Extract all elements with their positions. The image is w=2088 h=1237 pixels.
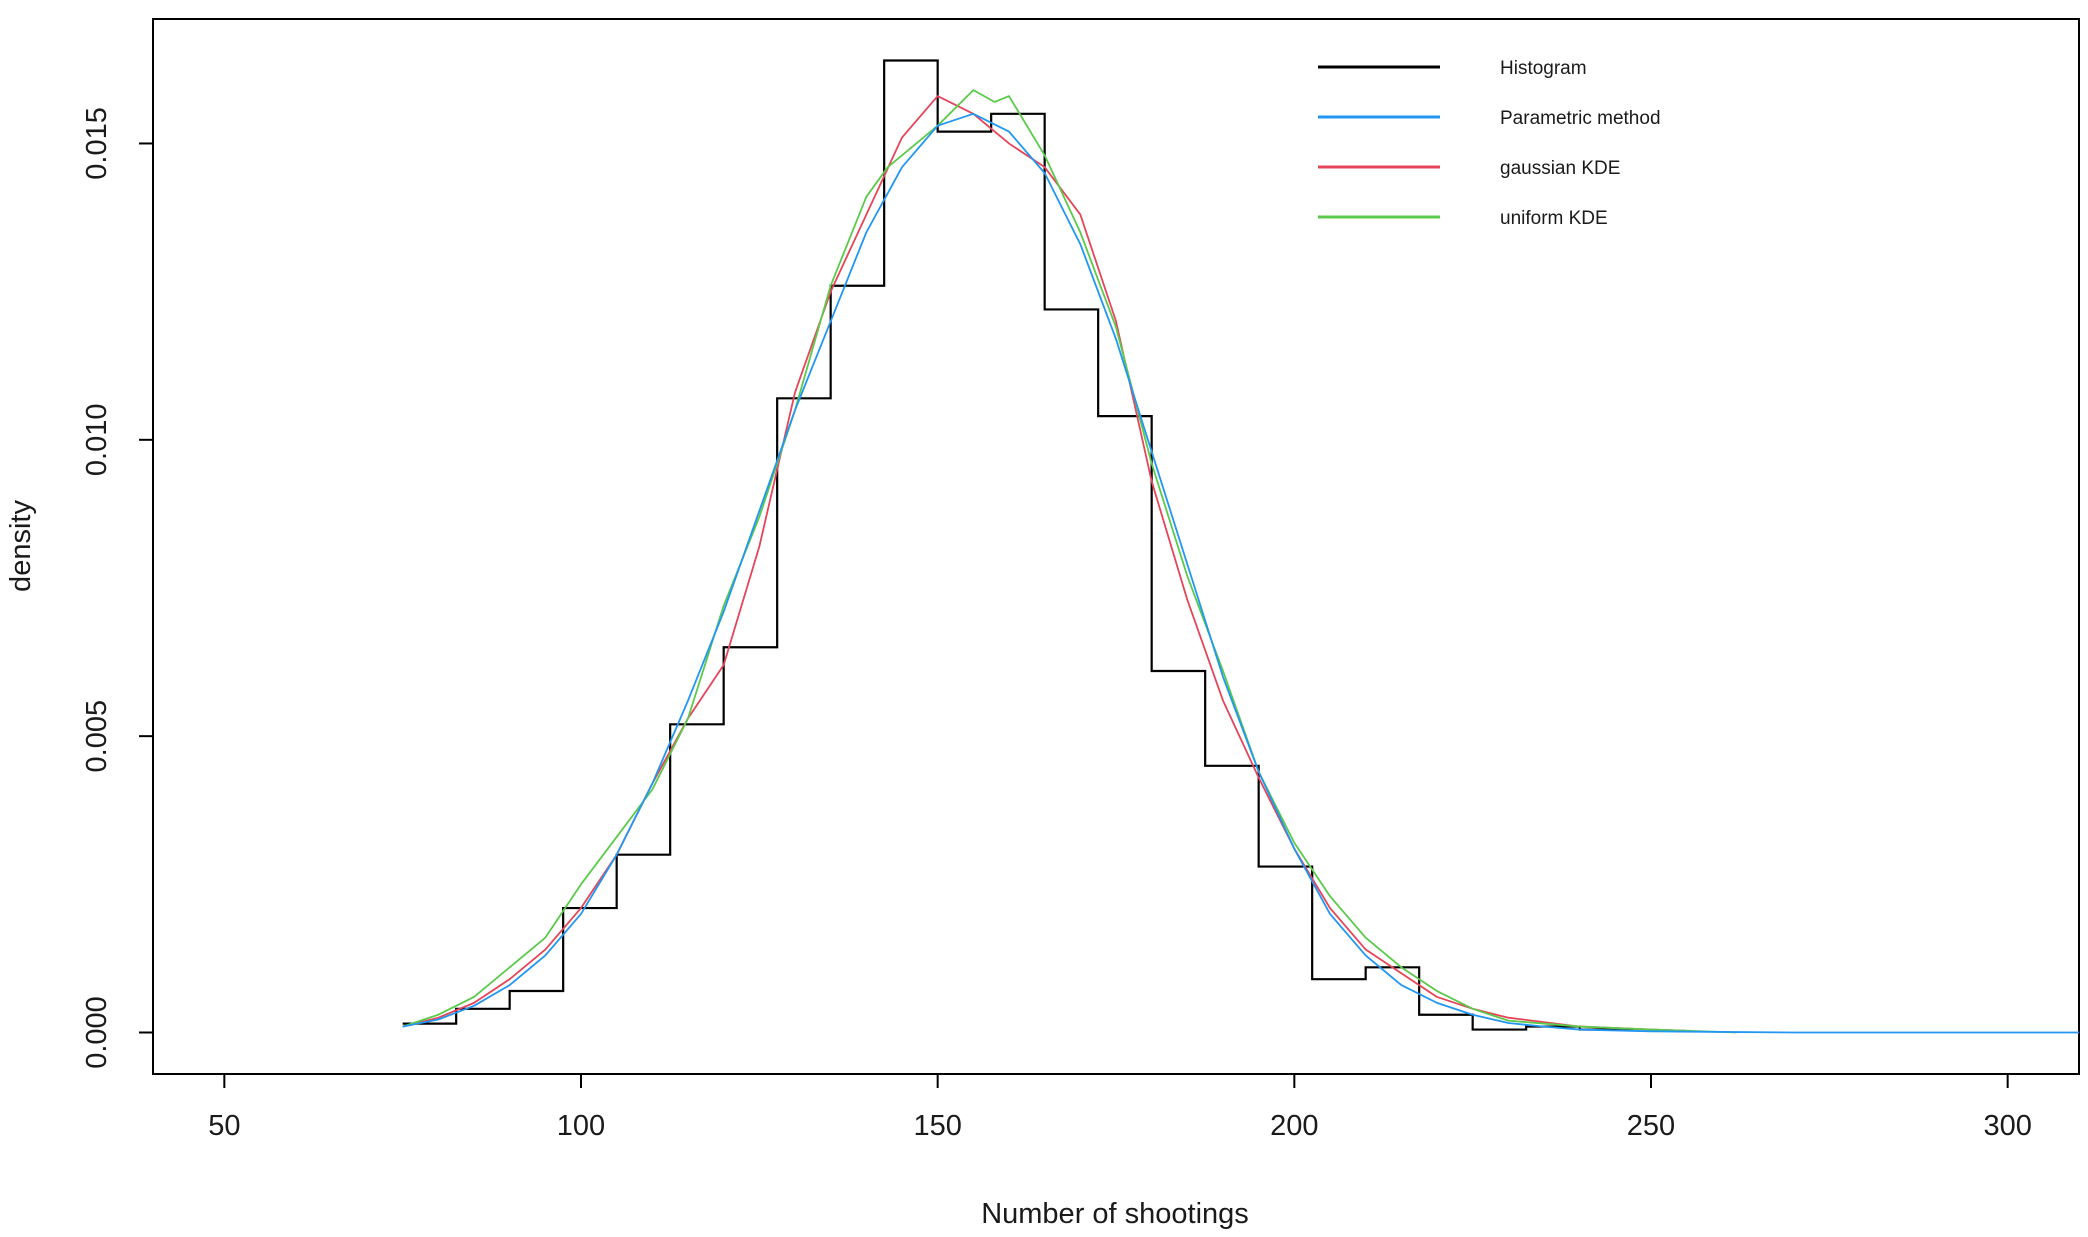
legend-item-parametric-method: Parametric method	[1318, 108, 1661, 129]
uniform-kde-line	[402, 89, 1737, 1034]
legend-label: Histogram	[1500, 58, 1587, 79]
x-axis-title: Number of shootings	[981, 1198, 1249, 1230]
x-tick-label: 200	[1270, 1110, 1318, 1142]
y-tick-label: 0.010	[81, 404, 113, 477]
legend-item-uniform-kde: uniform KDE	[1318, 208, 1608, 229]
legend: Histogram Parametric method gaussian KDE un…	[1318, 58, 1661, 229]
x-tick-label: 100	[557, 1110, 605, 1142]
x-tick-label: 150	[913, 1110, 961, 1142]
plot-frame	[152, 18, 2080, 1075]
legend-label: uniform KDE	[1500, 208, 1608, 229]
y-axis-title: density	[5, 500, 37, 592]
x-tick-label: 300	[1983, 1110, 2031, 1142]
plot-area	[402, 59, 2079, 1034]
y-tick-label: 0.015	[81, 107, 113, 180]
legend-item-histogram: Histogram	[1318, 58, 1587, 79]
gaussian-kde-line	[402, 95, 1687, 1032]
y-tick-label: 0.000	[81, 996, 113, 1069]
legend-item-gaussian-kde: gaussian KDE	[1318, 158, 1620, 179]
histogram-line	[402, 59, 1634, 1031]
x-tick-label: 250	[1627, 1110, 1675, 1142]
parametric-method-line	[402, 112, 2079, 1034]
y-tick-label: 0.005	[81, 700, 113, 773]
legend-label: gaussian KDE	[1500, 158, 1620, 179]
x-tick-label: 50	[208, 1110, 240, 1142]
y-axis: 0.000 0.005 0.010 0.015	[81, 107, 153, 1069]
legend-label: Parametric method	[1500, 108, 1661, 129]
x-axis: 50 100 150 200 250 300	[208, 1074, 2032, 1142]
